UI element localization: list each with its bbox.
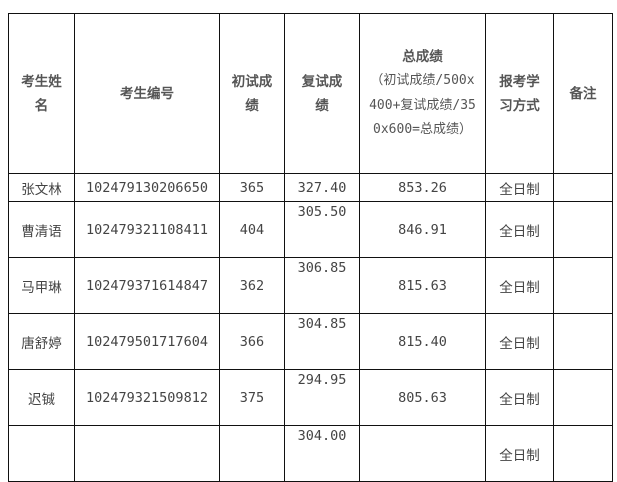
cell-prelim: 375: [219, 369, 285, 426]
cell-remark: [553, 425, 613, 482]
header-remark: 备注: [553, 13, 613, 174]
cell-name: 曹清语: [8, 201, 75, 258]
header-total: 总成绩 （初试成绩/500x400+复试成绩/350x600=总成绩）: [359, 13, 486, 174]
cell-name: 张文林: [8, 173, 75, 202]
cell-mode: 全日制: [485, 369, 554, 426]
header-name: 考生姓名: [8, 13, 75, 174]
cell-remark: [553, 313, 613, 370]
header-row: 考生姓名 考生编号 初试成绩 复试成绩 总成绩 （初试成绩/500x400+复试…: [8, 13, 613, 174]
cell-remark: [553, 173, 613, 202]
cell-mode: 全日制: [485, 425, 554, 482]
cell-prelim: [219, 425, 285, 482]
table-row: 304.00 全日制: [8, 425, 613, 482]
cell-name: 唐舒婷: [8, 313, 75, 370]
table-row: 曹清语 102479321108411 404 305.50 846.91 全日…: [8, 201, 613, 258]
table-row: 唐舒婷 102479501717604 366 304.85 815.40 全日…: [8, 313, 613, 370]
cell-remark: [553, 257, 613, 314]
cell-mode: 全日制: [485, 173, 554, 202]
cell-total: 853.26: [359, 173, 486, 202]
table-row: 张文林 102479130206650 365 327.40 853.26 全日…: [8, 173, 613, 202]
header-retest: 复试成绩: [284, 13, 360, 174]
cell-prelim: 362: [219, 257, 285, 314]
cell-retest: 305.50: [284, 201, 360, 258]
cell-id: 102479321509812: [74, 369, 220, 426]
cell-retest: 304.85: [284, 313, 360, 370]
cell-mode: 全日制: [485, 313, 554, 370]
cell-retest: 304.00: [284, 425, 360, 482]
cell-name: [8, 425, 75, 482]
cell-mode: 全日制: [485, 257, 554, 314]
cell-prelim: 404: [219, 201, 285, 258]
cell-prelim: 365: [219, 173, 285, 202]
score-table: 考生姓名 考生编号 初试成绩 复试成绩 总成绩 （初试成绩/500x400+复试…: [8, 13, 613, 482]
cell-prelim: 366: [219, 313, 285, 370]
cell-id: 102479371614847: [74, 257, 220, 314]
cell-name: 迟铖: [8, 369, 75, 426]
cell-retest: 294.95: [284, 369, 360, 426]
table-row: 马甲琳 102479371614847 362 306.85 815.63 全日…: [8, 257, 613, 314]
cell-id: 102479130206650: [74, 173, 220, 202]
cell-mode: 全日制: [485, 201, 554, 258]
cell-total: 846.91: [359, 201, 486, 258]
cell-retest: 306.85: [284, 257, 360, 314]
cell-total: 815.63: [359, 257, 486, 314]
cell-retest: 327.40: [284, 173, 360, 202]
cell-id: 102479321108411: [74, 201, 220, 258]
header-prelim: 初试成绩: [219, 13, 285, 174]
cell-remark: [553, 201, 613, 258]
cell-id: 102479501717604: [74, 313, 220, 370]
header-total-formula: （初试成绩/500x400+复试成绩/350x600=总成绩）: [369, 73, 476, 137]
header-mode: 报考学习方式: [485, 13, 554, 174]
cell-remark: [553, 369, 613, 426]
header-id: 考生编号: [74, 13, 220, 174]
cell-name: 马甲琳: [8, 257, 75, 314]
table-row: 迟铖 102479321509812 375 294.95 805.63 全日制: [8, 369, 613, 426]
cell-total: 815.40: [359, 313, 486, 370]
header-total-title: 总成绩: [402, 48, 443, 65]
cell-total: [359, 425, 486, 482]
cell-id: [74, 425, 220, 482]
cell-total: 805.63: [359, 369, 486, 426]
